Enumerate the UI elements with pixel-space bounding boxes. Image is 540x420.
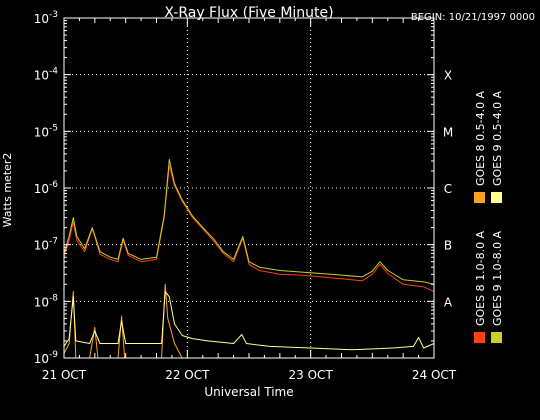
series-line-3 <box>63 158 435 285</box>
x-tick-label: 24 OCT <box>412 368 457 382</box>
flare-class-X: X <box>444 69 452 83</box>
flare-class-labels: A B C M X <box>443 69 453 310</box>
flare-class-B: B <box>444 239 452 253</box>
series-layer <box>63 158 435 359</box>
legend-swatch <box>491 332 502 343</box>
y-axis-label: Watts meter2 <box>1 153 14 228</box>
y-tick-label: 10-9 <box>34 350 59 366</box>
flare-class-C: C <box>444 182 452 196</box>
chart-title: X-Ray Flux (Five Minute) <box>164 5 333 21</box>
legend-label: GOES 9 1.0-8.0 A <box>491 230 504 326</box>
grid <box>64 18 434 358</box>
x-axis-label: Universal Time <box>204 385 293 399</box>
x-tick-label: 21 OCT <box>42 368 87 382</box>
legend-label: GOES 8 1.0-8.0 A <box>474 230 487 326</box>
legend-label: GOES 8 0.5-4.0 A <box>474 90 487 186</box>
legend-swatch <box>474 192 485 203</box>
flare-class-M: M <box>443 125 453 139</box>
y-tick-label: 10-8 <box>34 293 59 309</box>
legend: GOES 8 1.0-8.0 A GOES 8 0.5-4.0 A GOES 9 1… <box>474 90 504 343</box>
begin-date-label: BEGIN: 10/21/1997 0000 <box>411 12 535 23</box>
legend-swatch <box>491 192 502 203</box>
x-tick-label: 23 OCT <box>289 368 334 382</box>
x-tick-label: 22 OCT <box>165 368 210 382</box>
legend-swatch <box>474 332 485 343</box>
y-tick-label: 10-6 <box>34 180 59 196</box>
y-tick-label: 10-3 <box>34 10 58 26</box>
series-line-4 <box>63 290 435 351</box>
y-tick-label: 10-7 <box>34 237 58 253</box>
y-ticks: 10-9 10-8 10-7 10-6 10-5 10-4 10-3 <box>34 10 434 366</box>
y-tick-label: 10-5 <box>34 123 58 139</box>
x-ticks: 21 OCT 22 OCT 23 OCT 24 OCT <box>42 18 457 382</box>
series-line-1 <box>63 165 435 292</box>
y-tick-label: 10-4 <box>34 67 59 83</box>
flare-class-A: A <box>444 295 453 309</box>
legend-label: GOES 9 0.5-4.0 A <box>491 90 504 186</box>
